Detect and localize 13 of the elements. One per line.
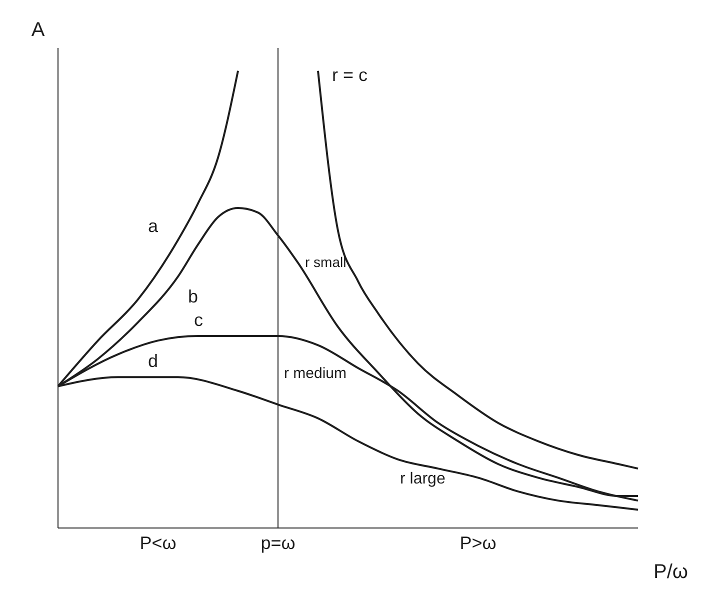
x-tick-label: P>ω bbox=[460, 532, 496, 553]
x-axis-title: P/ω bbox=[653, 561, 688, 583]
x-tick-label: p=ω bbox=[260, 532, 296, 553]
series-label: r large bbox=[400, 470, 446, 488]
series-label: r = c bbox=[332, 64, 368, 85]
annotation: d bbox=[148, 351, 158, 372]
series-label: r medium bbox=[284, 365, 347, 382]
series-label: r small bbox=[305, 254, 346, 270]
x-tick-label: P<ω bbox=[140, 532, 176, 553]
annotation: b bbox=[188, 286, 198, 307]
y-axis-title: A bbox=[31, 19, 46, 41]
annotation: a bbox=[148, 216, 159, 236]
annotation: c bbox=[194, 310, 203, 330]
